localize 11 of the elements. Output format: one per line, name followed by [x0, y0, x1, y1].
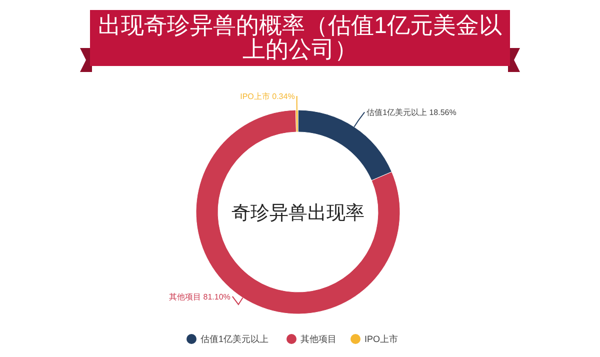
data-label: 81.10%: [203, 292, 230, 302]
legend-label: 其他项目: [300, 334, 336, 344]
data-label: 18.56%: [429, 108, 456, 118]
slice-label: IPO上市: [240, 92, 272, 102]
data-label: 0.34%: [272, 92, 295, 102]
legend-label: IPO上市: [364, 334, 398, 344]
text: 奇珍异兽出现率: [232, 202, 364, 224]
legend-label: 估值1亿美元以上: [200, 334, 269, 344]
slice-label: 其他项目: [169, 292, 204, 302]
chart-title: 出现奇珍异兽的概率（估值1亿元美金以上的公司）: [97, 11, 503, 62]
slice-label: 估值1亿美元以上: [366, 108, 430, 118]
